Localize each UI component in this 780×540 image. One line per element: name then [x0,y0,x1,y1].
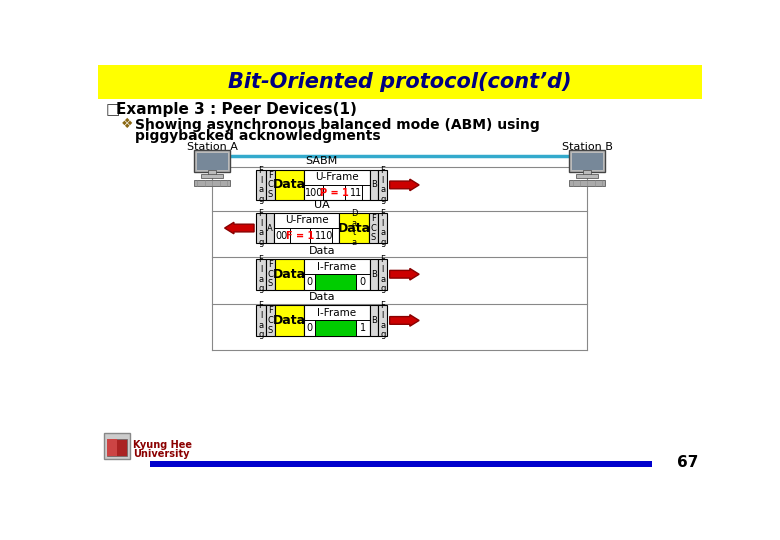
Text: F
l
a
g: F l a g [258,209,264,247]
Text: F
l
a
g: F l a g [380,255,385,293]
Text: F
l
a
g: F l a g [380,209,385,247]
Text: F
l
a
g: F l a g [258,301,264,340]
Text: 0: 0 [307,323,313,333]
FancyBboxPatch shape [569,150,605,172]
Text: Station B: Station B [562,142,613,152]
Text: Data: Data [273,314,307,327]
Text: F
l
a
g: F l a g [380,301,385,340]
Text: Data: Data [273,268,307,281]
Text: Kyung Hee: Kyung Hee [133,440,192,450]
FancyBboxPatch shape [98,65,702,99]
FancyBboxPatch shape [257,213,266,244]
FancyBboxPatch shape [378,305,388,336]
Text: U-Frame: U-Frame [315,172,359,182]
Text: Example 3 : Peer Devices(1): Example 3 : Peer Devices(1) [116,102,357,117]
Text: U-Frame: U-Frame [285,215,328,225]
Text: 1: 1 [360,323,366,333]
FancyBboxPatch shape [370,305,378,336]
FancyBboxPatch shape [197,153,228,170]
Text: ❖: ❖ [121,117,133,131]
FancyBboxPatch shape [266,259,275,289]
FancyBboxPatch shape [275,170,304,200]
FancyBboxPatch shape [304,259,370,289]
Text: 67: 67 [677,455,699,470]
Text: SABM: SABM [306,157,338,166]
FancyBboxPatch shape [378,259,388,289]
FancyBboxPatch shape [275,305,304,336]
FancyBboxPatch shape [194,179,230,186]
FancyBboxPatch shape [569,179,605,186]
FancyBboxPatch shape [104,433,130,459]
Text: F
l
a
g: F l a g [258,255,264,293]
Text: University: University [133,449,190,460]
Text: 100: 100 [304,187,323,198]
FancyBboxPatch shape [266,170,275,200]
FancyBboxPatch shape [572,153,603,170]
FancyBboxPatch shape [107,439,117,456]
FancyBboxPatch shape [275,213,339,244]
FancyBboxPatch shape [315,320,356,336]
FancyBboxPatch shape [266,213,275,244]
Text: F
C
S: F C S [268,306,273,335]
Text: □: □ [105,102,119,117]
Text: Data: Data [338,221,370,234]
Text: D
a
t
a: D a t a [351,209,357,247]
Text: 0: 0 [360,277,366,287]
Text: F
C
S: F C S [370,214,376,242]
Text: Data: Data [309,246,335,256]
Text: B: B [370,316,377,325]
Text: I-Frame: I-Frame [317,261,356,272]
FancyBboxPatch shape [201,174,223,178]
FancyBboxPatch shape [378,213,388,244]
FancyBboxPatch shape [583,170,591,175]
Text: Station A: Station A [186,142,238,152]
FancyBboxPatch shape [370,170,378,200]
Text: Data: Data [273,178,307,191]
FancyBboxPatch shape [339,213,369,244]
FancyArrow shape [390,315,419,326]
FancyBboxPatch shape [107,439,127,456]
Text: 11: 11 [350,187,363,198]
Text: 110: 110 [315,231,334,241]
Text: Data: Data [309,292,335,302]
FancyBboxPatch shape [304,170,370,200]
FancyBboxPatch shape [151,461,652,467]
FancyBboxPatch shape [266,305,275,336]
FancyBboxPatch shape [378,170,388,200]
FancyBboxPatch shape [194,150,230,172]
FancyBboxPatch shape [370,259,378,289]
Text: P = 1: P = 1 [320,187,348,198]
Text: B: B [370,270,377,279]
Text: F
l
a
g: F l a g [258,166,264,204]
Text: UA: UA [314,200,330,210]
Text: piggybacked acknowledgments: piggybacked acknowledgments [135,130,381,144]
FancyBboxPatch shape [257,305,266,336]
Text: Bit-Oriented protocol(cont’d): Bit-Oriented protocol(cont’d) [228,72,572,92]
FancyBboxPatch shape [576,174,598,178]
FancyBboxPatch shape [257,259,266,289]
Text: I-Frame: I-Frame [317,308,356,318]
Text: F
C
S: F C S [268,171,273,199]
FancyArrow shape [225,222,254,234]
FancyBboxPatch shape [275,259,304,289]
Text: F
C
S: F C S [268,260,273,288]
Text: Showing asynchronous balanced mode (ABM) using: Showing asynchronous balanced mode (ABM)… [135,118,540,132]
Text: F
l
a
g: F l a g [380,166,385,204]
FancyBboxPatch shape [208,170,216,175]
FancyArrow shape [390,268,419,280]
FancyBboxPatch shape [257,170,266,200]
Text: 00: 00 [276,231,288,241]
FancyBboxPatch shape [369,213,378,244]
Text: B: B [370,180,377,190]
Text: 0: 0 [307,277,313,287]
Text: F = 1: F = 1 [285,231,314,241]
FancyBboxPatch shape [315,274,356,289]
Text: A: A [267,224,273,233]
FancyBboxPatch shape [304,305,370,336]
FancyArrow shape [390,179,419,191]
